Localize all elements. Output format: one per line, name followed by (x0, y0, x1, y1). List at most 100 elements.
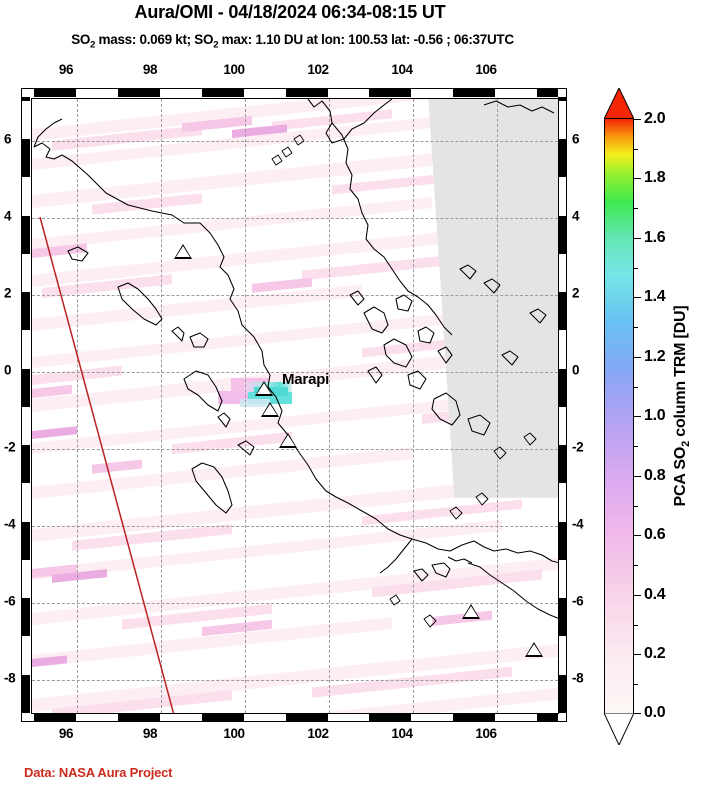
volcano-marker[interactable] (462, 604, 480, 619)
axis-band-segment (369, 713, 412, 721)
gridline-lon-98 (161, 99, 162, 713)
axis-band-segment (558, 292, 566, 331)
y-tick-right-m8: -8 (572, 670, 584, 686)
axis-band-segment (22, 598, 30, 637)
y-tick-right-2: 2 (572, 285, 580, 301)
x-tick-top-98: 98 (142, 62, 158, 77)
volcano-marker[interactable] (174, 244, 192, 259)
x-tick-bottom-104: 104 (391, 726, 413, 741)
colorbar-axis-title: PCA SO2 column TRM [DU] (672, 306, 692, 507)
y-tick-left-m8: -8 (4, 670, 16, 686)
colorbar-extend-max-arrow (604, 88, 634, 119)
no-data-swath-region (428, 99, 558, 498)
cb-tick-1-2 (634, 357, 641, 358)
data-credit: Data: NASA Aura Project (24, 765, 173, 780)
cb-tick-1-6 (634, 238, 641, 239)
subtitle-stats: SO2 mass: 0.069 kt; SO2 max: 1.10 DU at … (0, 32, 585, 51)
gridline-lat-4 (32, 218, 558, 219)
cb-tick-minor (634, 625, 638, 626)
x-tick-top-102: 102 (307, 62, 329, 77)
cb-title-sub: 2 (680, 440, 693, 447)
volcano-marker[interactable] (525, 642, 543, 657)
cb-tick-0-8 (634, 476, 641, 477)
subtitle-sub-1: 2 (90, 39, 96, 51)
gridline-lon-104 (413, 99, 414, 713)
cb-tick-minor (634, 208, 638, 209)
cb-tick-0-6 (634, 535, 641, 536)
cb-label-2-0: 2.0 (644, 110, 666, 127)
axis-band-segment (558, 521, 566, 560)
x-tick-bottom-100: 100 (223, 726, 245, 741)
y-tick-right-6: 6 (572, 131, 580, 147)
y-tick-right-m4: -4 (572, 516, 584, 532)
axis-band-segment (34, 89, 77, 97)
cb-tick-1-4 (634, 297, 641, 298)
volcano-marker-marapi[interactable] (255, 381, 273, 396)
map-frame: Marapi (21, 88, 567, 722)
axis-band-segment (558, 97, 566, 101)
x-tick-top-106: 106 (475, 62, 497, 77)
axis-band-bottom (30, 713, 558, 721)
y-tick-left-0: 0 (4, 362, 12, 378)
axis-band-segment (558, 215, 566, 254)
gridline-lon-96 (77, 99, 78, 713)
colorbar-gradient (604, 118, 634, 714)
cb-label-0-6: 0.6 (644, 526, 666, 543)
y-tick-left-m6: -6 (4, 593, 16, 609)
x-tick-top-104: 104 (391, 62, 413, 77)
subtitle-sub-2: 2 (213, 39, 219, 51)
orbit-track-line (39, 216, 175, 713)
x-tick-bottom-98: 98 (142, 726, 158, 741)
cb-label-1-4: 1.4 (644, 288, 666, 305)
volcano-marker[interactable] (261, 402, 279, 417)
axis-band-segment (369, 89, 412, 97)
gridline-lon-102 (329, 99, 330, 713)
cb-tick-2-0 (634, 119, 641, 120)
x-tick-bottom-106: 106 (475, 726, 497, 741)
x-tick-top-100: 100 (223, 62, 245, 77)
coastline-overlay (33, 99, 558, 628)
y-tick-right-m2: -2 (572, 439, 584, 455)
map-canvas-layers: Marapi (32, 99, 558, 713)
cb-tick-1-8 (634, 178, 641, 179)
axis-band-segment (558, 139, 566, 178)
axis-band-segment (285, 713, 328, 721)
cb-tick-minor (634, 268, 638, 269)
y-tick-right-m6: -6 (572, 593, 584, 609)
cb-tick-minor (634, 387, 638, 388)
gridline-lat-m4 (32, 526, 558, 527)
cb-label-0-4: 0.4 (644, 586, 666, 603)
y-tick-left-4: 4 (4, 208, 12, 224)
y-tick-left-m4: -4 (4, 516, 16, 532)
cb-tick-minor (634, 327, 638, 328)
cb-tick-minor (634, 565, 638, 566)
gridline-lat-6 (32, 141, 558, 142)
gridline-lat-m6 (32, 603, 558, 604)
x-tick-top-96: 96 (58, 62, 74, 77)
map-plot-area[interactable]: Marapi (31, 98, 559, 714)
y-tick-left-6: 6 (4, 131, 12, 147)
colorbar[interactable]: 2.0 1.8 1.6 1.4 1.2 1.0 0.8 0.6 0.4 0.2 … (600, 88, 703, 745)
axis-band-right (558, 97, 566, 714)
axis-band-segment (22, 368, 30, 407)
axis-band-segment (537, 713, 558, 721)
cb-label-0-0: 0.0 (644, 704, 666, 721)
axis-band-segment (22, 139, 30, 178)
axis-band-segment (22, 674, 30, 713)
axis-band-segment (118, 89, 160, 97)
cb-label-0-8: 0.8 (644, 467, 666, 484)
volcano-marker[interactable] (279, 433, 297, 448)
axis-band-segment (22, 97, 30, 101)
axis-band-segment (22, 215, 30, 254)
subtitle-so2-pre: SO (71, 32, 91, 47)
axis-band-segment (558, 445, 566, 484)
cb-tick-0-2 (634, 654, 641, 655)
page-title: Aura/OMI - 04/18/2024 06:34-08:15 UT (134, 2, 446, 22)
gridline-lat-m8 (32, 680, 558, 681)
cb-label-1-0: 1.0 (644, 407, 666, 424)
cb-label-1-2: 1.2 (644, 348, 666, 365)
axis-band-segment (118, 713, 160, 721)
gridline-lon-106 (497, 99, 498, 713)
cb-tick-minor (634, 684, 638, 685)
cb-label-0-2: 0.2 (644, 645, 666, 662)
